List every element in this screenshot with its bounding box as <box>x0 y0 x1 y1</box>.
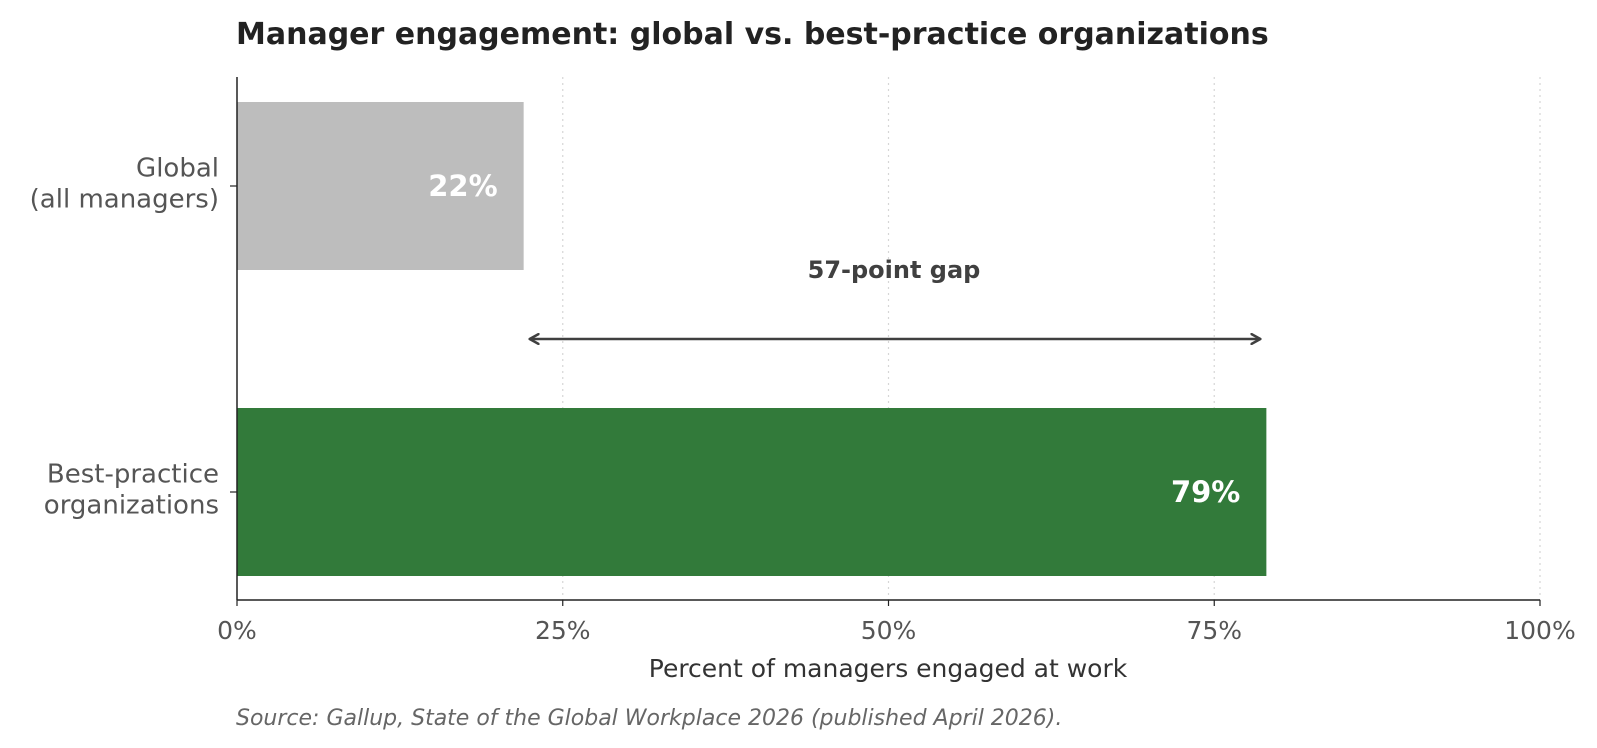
axis-ticks: 0% 25% 50% 75% 100% <box>217 600 1576 645</box>
category-label: organizations <box>44 491 219 521</box>
category-label: (all managers) <box>30 185 219 215</box>
x-axis-label: Percent of managers engaged at work <box>649 654 1128 683</box>
bar-value-label: 22% <box>428 169 497 203</box>
category-labels: Global(all managers) Best-practiceorganiz… <box>30 154 237 521</box>
category-label: Global <box>136 154 219 184</box>
chart-title: Manager engagement: global vs. best-prac… <box>236 17 1269 52</box>
x-tick-label: 100% <box>1504 616 1575 645</box>
x-tick-label: 50% <box>861 616 917 645</box>
gap-annotation-label: 57-point gap <box>808 256 981 284</box>
x-tick-label: 25% <box>535 616 591 645</box>
bars: 22% 79% <box>237 102 1267 576</box>
x-tick-label: 0% <box>217 616 257 645</box>
bar-value-label: 79% <box>1171 475 1240 509</box>
bar <box>237 102 524 270</box>
bar <box>237 408 1267 576</box>
category-label: Best-practice <box>47 460 219 490</box>
source-note: Source: Gallup, State of the Global Work… <box>236 706 1062 731</box>
x-tick-label: 75% <box>1186 616 1242 645</box>
